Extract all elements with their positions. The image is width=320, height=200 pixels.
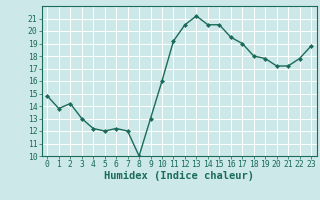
X-axis label: Humidex (Indice chaleur): Humidex (Indice chaleur) [104, 171, 254, 181]
